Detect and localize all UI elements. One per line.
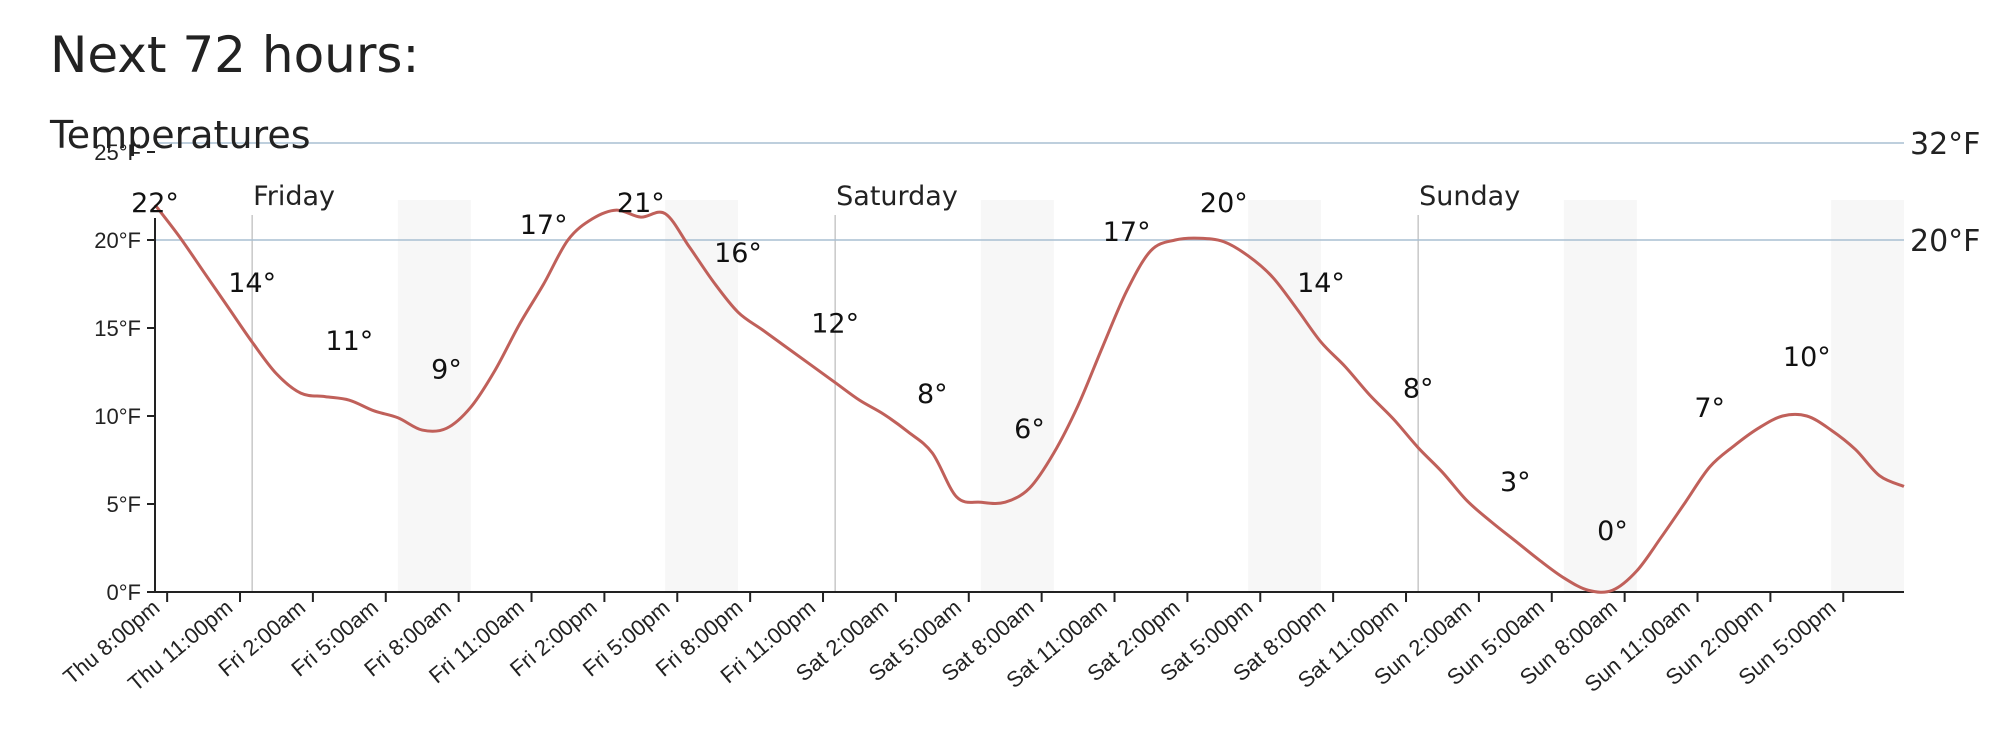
day-labels: Friday Saturday Sunday — [253, 181, 1520, 212]
temperature-label: 0° — [1597, 516, 1628, 547]
chart-title: Temperatures — [49, 113, 311, 157]
temperature-label: 22° — [131, 188, 179, 219]
y-tick-label: 10°F — [94, 404, 141, 429]
page-heading: Next 72 hours: — [50, 26, 420, 84]
y-tick-label: 15°F — [94, 316, 141, 341]
temperature-label: 17° — [520, 210, 568, 241]
temperature-label: 14° — [1297, 268, 1345, 299]
reference-line-label: 32°F — [1910, 127, 1980, 162]
temperature-label: 16° — [714, 238, 762, 269]
axes — [154, 218, 1904, 593]
temperature-label: 17° — [1103, 217, 1151, 248]
temperature-label: 6° — [1014, 414, 1045, 445]
y-tick-label: 25°F — [94, 140, 141, 165]
temperature-label: 10° — [1783, 342, 1831, 373]
night-bands — [397, 200, 1904, 592]
y-tick-label: 5°F — [107, 492, 141, 517]
y-tick-label: 20°F — [94, 228, 141, 253]
temperature-label: 3° — [1500, 467, 1531, 498]
temperature-label: 14° — [228, 268, 276, 299]
night-band — [1248, 200, 1321, 592]
y-tick-label: 0°F — [107, 580, 141, 605]
day-label: Saturday — [836, 181, 958, 212]
reference-line-label: 20°F — [1910, 224, 1980, 259]
day-divider-lines — [251, 215, 1419, 592]
temperature-label: 7° — [1694, 393, 1725, 424]
temperature-label: 12° — [811, 309, 859, 340]
day-label: Sunday — [1419, 181, 1520, 212]
night-band — [1563, 200, 1637, 592]
temperature-label: 20° — [1200, 188, 1248, 219]
night-band — [1831, 200, 1904, 592]
night-band — [980, 200, 1054, 592]
temperature-label: 9° — [431, 354, 462, 385]
temperature-series-line — [153, 203, 1905, 594]
temperature-label: 21° — [617, 188, 665, 219]
temperature-label: 8° — [917, 379, 948, 410]
temperature-label: 8° — [1403, 374, 1434, 405]
temperature-label: 11° — [325, 326, 373, 357]
night-band — [397, 200, 471, 592]
day-label: Friday — [253, 181, 335, 212]
y-axis-ticks: 0°F 5°F 10°F 15°F 20°F 25°F — [94, 140, 155, 605]
reference-lines: 32°F 20°F — [155, 127, 1980, 259]
point-labels: 22° 14° 11° 9° 17° 21° 16° 12° 8° 6° 17° 20° 14° 8° 3°… — [131, 188, 1831, 547]
series-group — [153, 203, 1905, 594]
